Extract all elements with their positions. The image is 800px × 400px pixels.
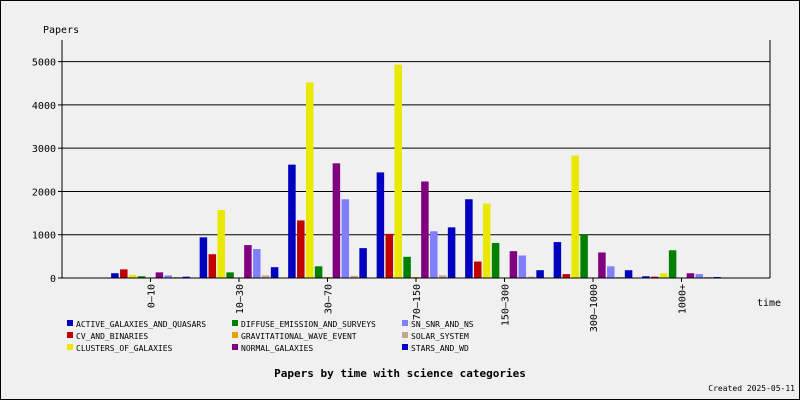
bar-diffuse-emission-and-surveys-6	[668, 250, 677, 278]
bar-sn-snr-and-ns-2	[341, 199, 350, 278]
created-date: Created 2025-05-11	[708, 384, 795, 393]
bar-stars-and-wd-3	[447, 227, 456, 278]
x-tick-label: 0–10	[147, 284, 158, 308]
y-tick-label: 3000	[32, 144, 56, 155]
bar-cv-and-binaries-3	[385, 233, 394, 278]
bar-clusters-of-galaxies-2	[305, 82, 314, 278]
x-tick-label: 150–300	[501, 284, 512, 326]
bar-solar-system-4	[527, 276, 535, 278]
bar-clusters-of-galaxies-0	[128, 274, 137, 278]
bar-active-galaxies-and-quasars-3	[376, 172, 385, 278]
plot-area	[62, 40, 770, 278]
bar-stars-and-wd-1	[270, 267, 279, 278]
bar-sn-snr-and-ns-0	[164, 275, 173, 278]
bar-diffuse-emission-and-surveys-1	[226, 272, 234, 278]
bar-sn-snr-and-ns-4	[518, 255, 527, 278]
bar-sn-snr-and-ns-1	[253, 249, 261, 278]
x-tick-label: 30–70	[324, 284, 335, 314]
legend-swatch	[67, 344, 73, 350]
bar-diffuse-emission-and-surveys-3	[403, 256, 411, 278]
legend-label: DIFFUSE_EMISSION_AND_SURVEYS	[241, 320, 376, 329]
bar-cv-and-binaries-5	[562, 274, 571, 278]
bar-cv-and-binaries-0	[120, 269, 128, 278]
bar-clusters-of-galaxies-4	[482, 203, 491, 278]
legend-swatch	[402, 344, 408, 350]
bar-active-galaxies-and-quasars-1	[199, 237, 208, 278]
x-tick-label: 300–1000	[589, 284, 600, 332]
x-axis-label: time	[757, 298, 781, 309]
bar-normal-galaxies-2	[332, 163, 341, 278]
y-tick-label: 1000	[32, 231, 56, 242]
y-tick-label: 5000	[32, 58, 56, 69]
legend-label: CV_AND_BINARIES	[76, 332, 148, 341]
bar-diffuse-emission-and-surveys-4	[491, 242, 500, 278]
legend-swatch	[232, 332, 238, 338]
bar-solar-system-3	[438, 275, 447, 278]
bar-stars-and-wd-4	[536, 270, 544, 278]
bar-active-galaxies-and-quasars-0	[111, 273, 119, 278]
x-tick-label: 1000+	[678, 284, 689, 314]
bar-diffuse-emission-and-surveys-2	[314, 266, 323, 278]
bar-normal-galaxies-4	[509, 251, 518, 278]
legend-label: GRAVITATIONAL_WAVE_EVENT	[241, 332, 357, 341]
bar-cv-and-binaries-1	[208, 254, 217, 278]
legend-swatch	[67, 332, 73, 338]
bar-diffuse-emission-and-surveys-5	[580, 234, 588, 278]
x-tick-label: 70–150	[412, 284, 423, 320]
bar-normal-galaxies-1	[244, 245, 252, 278]
y-axis-label: Papers	[43, 25, 79, 36]
y-tick-label: 4000	[32, 101, 56, 112]
bar-sn-snr-and-ns-5	[607, 266, 615, 278]
legend-swatch	[232, 344, 238, 350]
bar-solar-system-1	[261, 275, 270, 278]
legend-label: NORMAL_GALAXIES	[241, 344, 313, 353]
bar-stars-and-wd-2	[359, 248, 367, 278]
legend-label: CLUSTERS_OF_GALAXIES	[76, 344, 173, 353]
bar-diffuse-emission-and-surveys-0	[137, 276, 146, 278]
legend-label: SN_SNR_AND_NS	[411, 320, 474, 329]
y-tick-label: 0	[50, 274, 56, 285]
bar-solar-system-2	[350, 275, 358, 278]
legend-swatch	[402, 320, 408, 326]
bar-active-galaxies-and-quasars-2	[288, 164, 296, 278]
bar-active-galaxies-and-quasars-5	[553, 242, 562, 278]
y-tick-label: 2000	[32, 187, 56, 198]
bar-normal-galaxies-0	[155, 272, 164, 278]
legend-label: STARS_AND_WD	[411, 344, 469, 353]
chart-title: Papers by time with science categories	[274, 367, 526, 380]
legend-swatch	[67, 320, 73, 326]
legend-label: ACTIVE_GALAXIES_AND_QUASARS	[76, 320, 206, 329]
bar-clusters-of-galaxies-3	[394, 64, 402, 278]
legend-swatch	[232, 320, 238, 326]
bar-stars-and-wd-0	[182, 276, 190, 278]
bar-cv-and-binaries-4	[474, 261, 482, 278]
bar-sn-snr-and-ns-3	[430, 231, 438, 278]
bar-normal-galaxies-6	[686, 273, 695, 278]
bar-cv-and-binaries-6	[651, 276, 659, 278]
bar-normal-galaxies-3	[421, 181, 429, 278]
bar-stars-and-wd-5	[624, 270, 633, 278]
bar-cv-and-binaries-2	[297, 220, 305, 278]
legend-swatch	[402, 332, 408, 338]
legend-label: SOLAR_SYSTEM	[411, 332, 469, 341]
x-tick-label: 10–30	[235, 284, 246, 314]
bar-clusters-of-galaxies-5	[571, 155, 579, 278]
bar-normal-galaxies-5	[598, 252, 606, 278]
bar-active-galaxies-and-quasars-4	[465, 199, 473, 278]
bar-sn-snr-and-ns-6	[695, 274, 704, 278]
bar-clusters-of-galaxies-6	[659, 273, 668, 278]
bar-clusters-of-galaxies-1	[217, 210, 225, 278]
bar-active-galaxies-and-quasars-6	[642, 276, 650, 278]
